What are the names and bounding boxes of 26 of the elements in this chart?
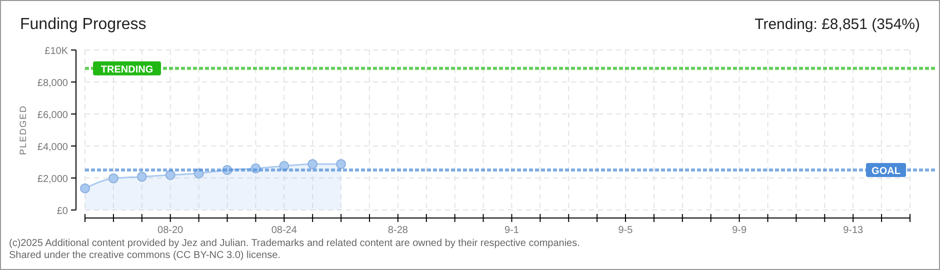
y-tick-label: £0: [56, 206, 68, 217]
x-tick-label: 9-13: [843, 225, 864, 236]
point: [336, 159, 346, 170]
ref-line-label: TRENDING: [100, 64, 154, 76]
text: (c)2025 Additional content provided by Jez and Julian. Trademarks and related content are owned by their respective companies.: [9, 238, 580, 249]
point: [80, 183, 90, 194]
chart-title: Funding Progress: [20, 16, 146, 33]
x-tick-label: 9-1: [504, 225, 520, 236]
y-tick-label: £4,000: [37, 142, 68, 153]
point: [136, 172, 147, 182]
y-tick-label: £8,000: [37, 78, 68, 89]
x-tick-label: 9-9: [732, 225, 747, 236]
text: Shared under the creative commons (CC BY-NC 3.0) license.: [9, 250, 280, 261]
ref-line-label: GOAL: [872, 166, 900, 177]
x-tick-label: 8-28: [388, 225, 408, 236]
x-tick-label: 9-5: [618, 225, 634, 236]
text: Trending: £8,851 (354%): [754, 16, 920, 33]
y-tick-label: £2,000: [37, 174, 68, 185]
x-tick-label: 08-24: [271, 225, 298, 236]
y-tick-label: £10K: [44, 46, 68, 57]
point: [165, 170, 176, 180]
y-axis-title: PLEDGED: [18, 104, 28, 156]
point: [308, 159, 318, 170]
x-tick-label: 08-20: [158, 225, 184, 236]
point: [108, 173, 118, 184]
y-tick-label: £6,000: [37, 110, 68, 121]
